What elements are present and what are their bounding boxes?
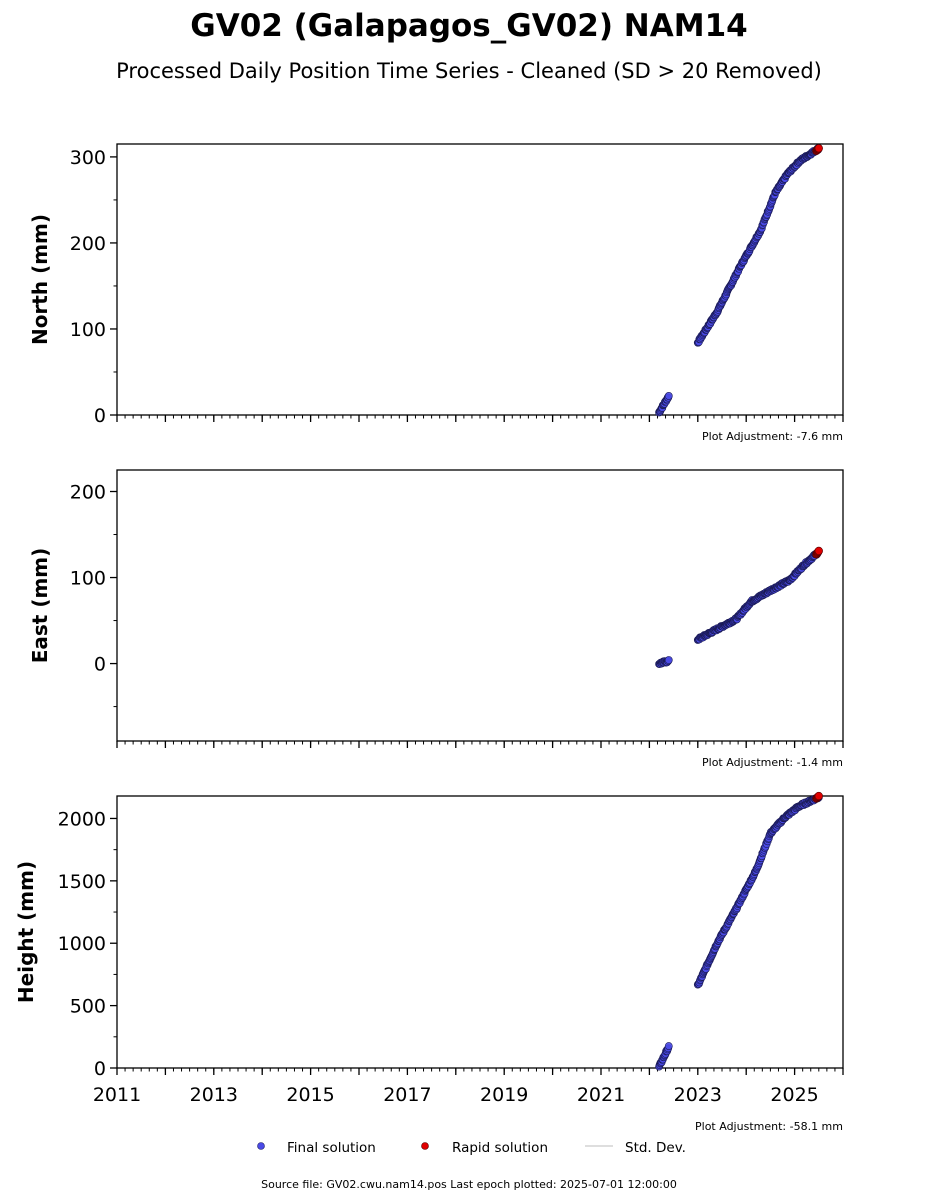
plot-adjustment: Plot Adjustment: -1.4 mm — [702, 756, 843, 769]
final-solution-point — [664, 1042, 673, 1050]
axes-frame — [116, 795, 844, 1069]
y-axis-label: North (mm) — [28, 214, 52, 345]
y-tick-label: 300 — [70, 147, 106, 169]
y-tick-label: 1000 — [58, 933, 106, 955]
y-tick-label: 100 — [70, 319, 106, 341]
x-tick-label: 2017 — [383, 1084, 431, 1106]
x-tick-label: 2025 — [770, 1084, 818, 1106]
chart-subtitle: Processed Daily Position Time Series - C… — [116, 59, 822, 83]
plot-adjustment: Plot Adjustment: -7.6 mm — [702, 430, 843, 443]
final-solution-series — [655, 793, 823, 1071]
x-tick-label: 2015 — [286, 1084, 334, 1106]
y-axis-label: East (mm) — [28, 548, 52, 664]
y-tick-label: 200 — [70, 482, 106, 504]
x-tick-label: 2019 — [480, 1084, 528, 1106]
y-tick-label: 0 — [94, 1058, 106, 1080]
y-tick-label: 500 — [70, 996, 106, 1018]
y-tick-label: 1500 — [58, 871, 106, 893]
y-tick-label: 100 — [70, 568, 106, 590]
rapid-solution-point — [814, 144, 823, 153]
x-tick-label: 2021 — [577, 1084, 625, 1106]
axes-frame — [116, 469, 844, 742]
plot-adjustment: Plot Adjustment: -58.1 mm — [695, 1120, 843, 1133]
panels: 0 100 200 300 North (mm) Plot Adjustment: -7.… — [14, 143, 844, 1133]
source-note: Source file: GV02.cwu.nam14.pos Last epo… — [261, 1178, 677, 1191]
panel-1: 0 100 200 300 North (mm) Plot Adjustment: -7.… — [28, 143, 844, 443]
legend-final-marker — [257, 1142, 265, 1150]
legend: Final solution Rapid solution Std. Dev. — [257, 1140, 686, 1156]
rapid-solution-series — [812, 144, 823, 155]
rapid-solution-point — [814, 791, 823, 801]
panel-2: 0 100 200 East (mm) Plot Adjustment: -1.4 mm — [28, 469, 844, 769]
final-solution-point — [664, 656, 673, 664]
panel-3: 2011 2013 2015 2017 2019 2021 2023 2025 0 500 1000… — [14, 791, 844, 1133]
rapid-solution-point — [814, 546, 823, 555]
y-tick-label: 0 — [94, 405, 106, 427]
final-solution-series — [655, 547, 823, 668]
final-solution-point — [664, 392, 673, 400]
y-axis-label: Height (mm) — [14, 861, 38, 1003]
x-tick-label: 2011 — [93, 1084, 141, 1106]
legend-final-label: Final solution — [287, 1140, 376, 1156]
rapid-solution-series — [812, 791, 823, 803]
final-solution-series — [655, 144, 823, 417]
y-tick-label: 200 — [70, 233, 106, 255]
legend-rapid-marker — [421, 1142, 429, 1150]
y-tick-label: 2000 — [58, 808, 106, 830]
x-tick-label: 2013 — [190, 1084, 238, 1106]
legend-std-label: Std. Dev. — [625, 1140, 686, 1156]
rapid-solution-series — [812, 546, 823, 559]
legend-rapid-label: Rapid solution — [452, 1140, 548, 1156]
y-tick-label: 0 — [94, 654, 106, 676]
x-tick-label: 2023 — [674, 1084, 722, 1106]
chart-title: GV02 (Galapagos_GV02) NAM14 — [190, 8, 747, 44]
